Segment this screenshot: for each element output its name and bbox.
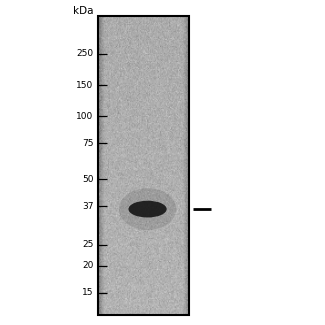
Text: 25: 25 [82, 240, 94, 250]
Text: 20: 20 [82, 261, 94, 270]
Text: 100: 100 [76, 112, 94, 121]
Text: 15: 15 [82, 288, 94, 297]
Ellipse shape [119, 188, 176, 230]
Text: 150: 150 [76, 81, 94, 89]
Text: 50: 50 [82, 175, 94, 184]
Text: kDa: kDa [73, 6, 94, 16]
Text: 75: 75 [82, 139, 94, 148]
Text: 37: 37 [82, 202, 94, 211]
Ellipse shape [128, 201, 167, 217]
Bar [98, 16, 188, 315]
Text: 250: 250 [76, 49, 94, 58]
